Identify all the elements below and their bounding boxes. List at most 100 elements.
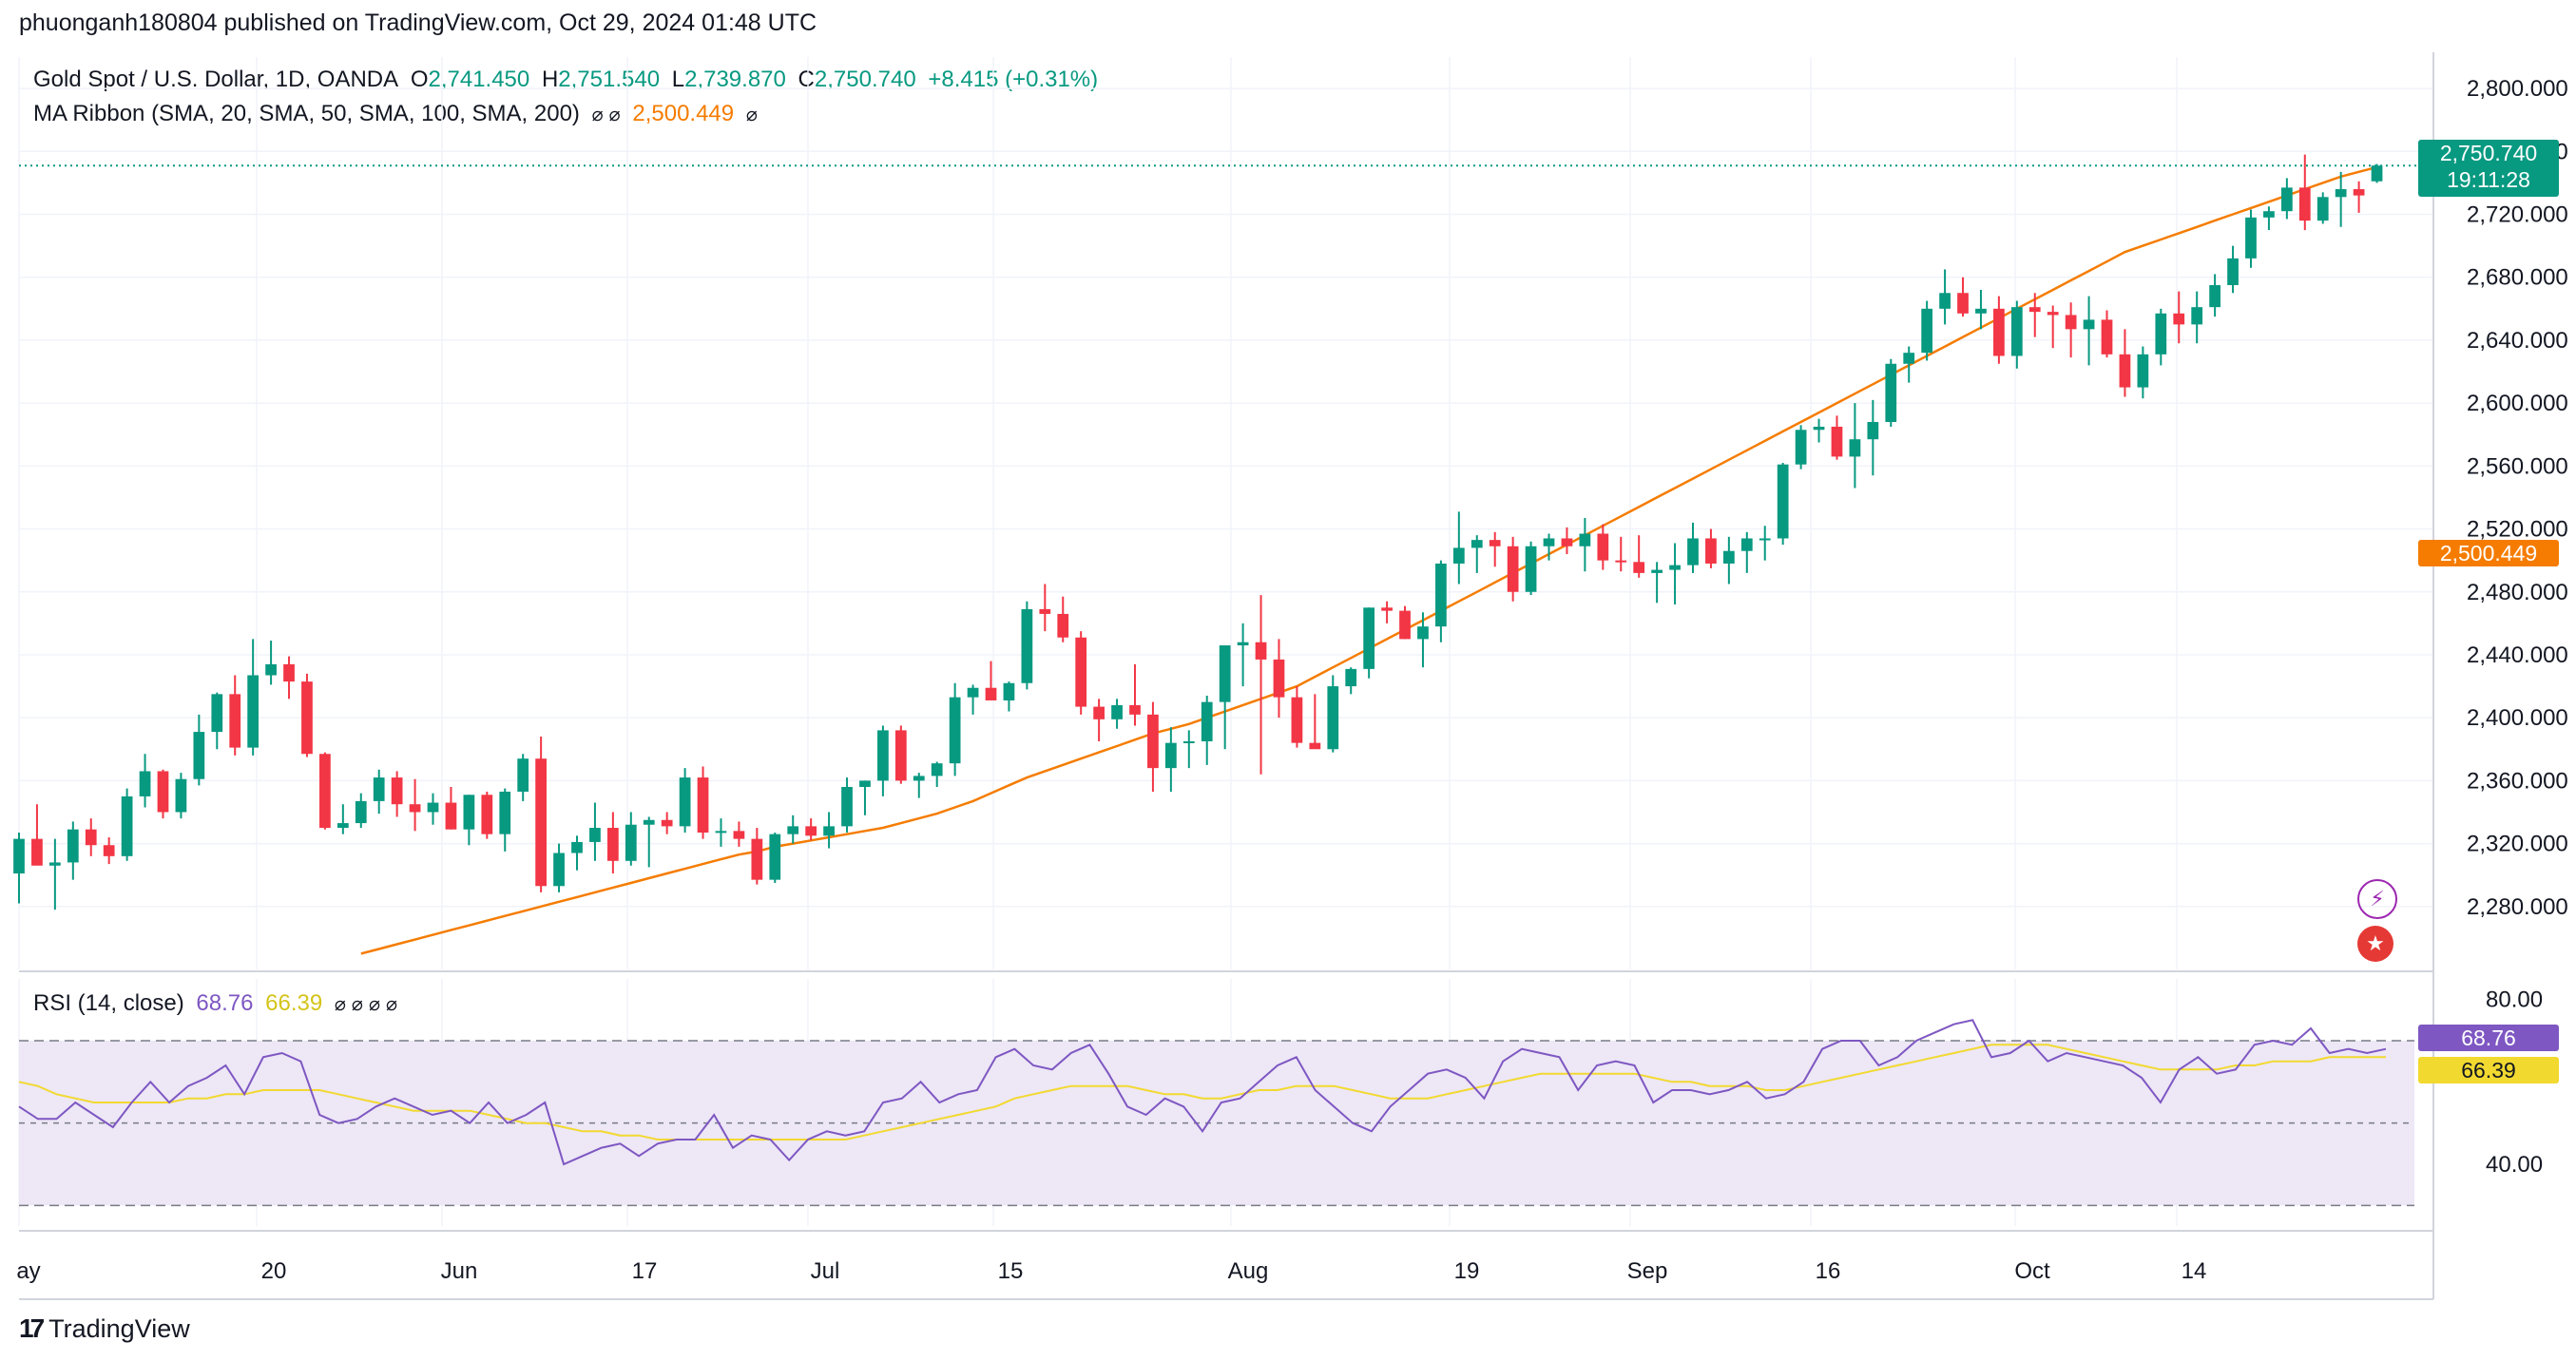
candle-body [301, 681, 313, 755]
candle-body [1687, 538, 1699, 565]
candle-body [1597, 533, 1609, 561]
rsi-label: RSI (14, close) [33, 990, 184, 1016]
candle-body [1921, 308, 1933, 354]
candle-body [823, 826, 835, 836]
candle-body [733, 831, 745, 839]
candle-body [1111, 704, 1123, 719]
candle-body [679, 777, 691, 827]
candle-body [463, 795, 475, 830]
candle-body [894, 730, 907, 781]
candle-body [535, 758, 547, 887]
close-label: C [798, 67, 815, 92]
candle-body [1939, 293, 1951, 309]
candle-body [1309, 742, 1321, 750]
candle-body [373, 777, 385, 801]
rsi-y-tick-label: 80.00 [2486, 987, 2543, 1013]
ma-value: 2,500.449 [632, 101, 735, 126]
candle-body [1075, 637, 1087, 707]
candle-body [427, 802, 439, 813]
y-tick-label: 2,320.000 [2467, 832, 2568, 857]
candle-body [2353, 189, 2365, 196]
candle-body [1182, 741, 1195, 743]
candle-body [1327, 686, 1339, 750]
y-tick-label: 2,440.000 [2467, 642, 2568, 668]
candle-body [1129, 704, 1141, 715]
candle-body [2371, 165, 2383, 182]
rsi-y-tick-label: 40.00 [2486, 1152, 2543, 1178]
candle-body [2227, 258, 2239, 285]
candle-body [985, 687, 997, 700]
candle-body [265, 663, 277, 676]
candle-body [2316, 197, 2329, 221]
null-icon: ⌀ [608, 105, 621, 125]
candle-body [949, 697, 961, 764]
candle-body [2137, 354, 2149, 388]
candle-body [391, 777, 403, 805]
candle-body [1093, 706, 1105, 719]
candle-body [517, 758, 529, 792]
candle-body [1651, 569, 1663, 573]
candle-body [1363, 607, 1375, 669]
candle-body [1345, 668, 1357, 687]
candle-body [913, 776, 925, 781]
candle-body [1435, 563, 1447, 627]
candle-body [319, 754, 331, 829]
candle-body [1759, 538, 1771, 541]
rsi-ma-line [18, 1044, 2386, 1141]
candle-body [859, 780, 871, 787]
candle-body [1471, 540, 1483, 548]
ma-label: MA Ribbon (SMA, 20, SMA, 50, SMA, 100, S… [33, 101, 580, 126]
tradingview-logo[interactable]: 17 TradingView [19, 1313, 190, 1344]
candle-body [1057, 613, 1069, 638]
candle-body [1975, 308, 1987, 314]
countdown: 19:11:28 [2447, 167, 2530, 192]
y-tick-label: 2,600.000 [2467, 391, 2568, 416]
candle-body [2119, 354, 2131, 388]
candle-body [2083, 319, 2095, 330]
y-tick-label: 2,800.000 [2467, 76, 2568, 102]
candle-body [2335, 189, 2347, 198]
x-tick-label: 15 [998, 1258, 1024, 1284]
x-tick-label: 19 [1454, 1258, 1480, 1284]
us-flag-icon[interactable]: ★ [2357, 926, 2393, 962]
candle-body [1201, 701, 1213, 741]
candle-body [355, 800, 367, 824]
candle-body [1885, 363, 1897, 422]
last-price-tag: 2,750.740 19:11:28 [2418, 140, 2559, 197]
candle-body [2209, 285, 2220, 308]
candle-body [67, 829, 79, 863]
candle-body [1164, 742, 1177, 769]
candle-body [571, 841, 583, 853]
rsi-line [18, 1019, 2387, 1166]
candle-body [445, 802, 457, 830]
candle-body [643, 819, 655, 825]
y-tick-label: 2,520.000 [2467, 517, 2568, 543]
ma-ribbon-line [360, 165, 2377, 955]
candle-body [1237, 642, 1249, 646]
candle-body [715, 831, 727, 834]
candle-body [2263, 211, 2275, 218]
candle-body [1615, 560, 1627, 563]
candle-body [841, 787, 853, 827]
candle-body [1507, 546, 1519, 592]
candle-body [2047, 312, 2059, 316]
candle-body [211, 694, 223, 733]
candle-body [1021, 608, 1033, 683]
flash-icon[interactable]: ⚡ [2357, 879, 2397, 919]
candle-body [2028, 307, 2041, 313]
candle-body [751, 838, 763, 880]
candle-body [157, 771, 169, 813]
candle-body [1417, 626, 1429, 640]
x-tick-label: Aug [1228, 1258, 1269, 1284]
candle-body [13, 838, 25, 874]
y-tick-label: 2,480.000 [2467, 580, 2568, 605]
candle-body [121, 796, 133, 856]
null-icon: ⌀ [334, 994, 346, 1015]
x-tick-label: 20 [261, 1258, 287, 1284]
null-icon: ⌀ [368, 994, 380, 1015]
y-tick-label: 2,560.000 [2467, 453, 2568, 479]
null-icon: ⌀ [386, 994, 398, 1015]
rsi-ma-value: 66.39 [265, 990, 323, 1016]
candle-body [1561, 538, 1573, 546]
